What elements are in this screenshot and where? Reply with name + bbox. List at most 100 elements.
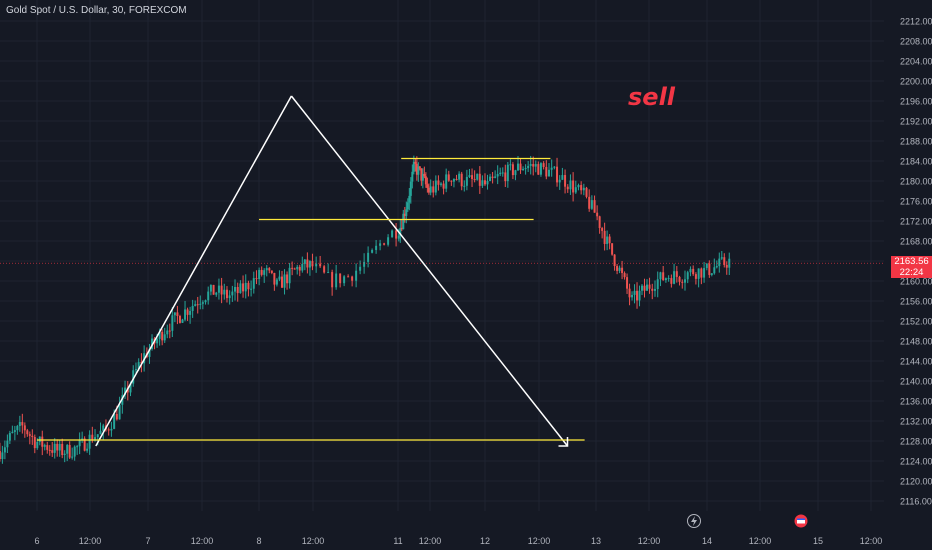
price-tick-label: 2152.00	[900, 317, 932, 327]
candle-body	[41, 436, 44, 447]
price-tick-label: 2180.00	[900, 177, 932, 187]
candle-body	[173, 312, 176, 316]
candle-body	[68, 444, 71, 458]
sell-annotation[interactable]: sell	[628, 83, 676, 111]
candle-body	[113, 414, 116, 429]
candle-body	[250, 288, 253, 290]
candle-body	[375, 245, 378, 250]
candles	[0, 155, 884, 464]
candle-body	[603, 230, 606, 244]
candle-body	[291, 267, 294, 269]
candle-body	[516, 163, 519, 171]
candle-body	[217, 285, 220, 293]
candle-body	[659, 272, 662, 280]
candle-body	[239, 283, 242, 294]
candle-body	[252, 278, 255, 289]
candle-body	[223, 289, 226, 295]
candle-body	[561, 175, 564, 180]
candle-body	[176, 312, 179, 316]
candle-body	[158, 331, 161, 339]
candle-body	[132, 370, 135, 384]
candle-body	[558, 179, 561, 183]
time-tick-label: 12	[480, 536, 490, 546]
time-axis[interactable]: 6 12:00 7 12:00 8 12:00 11 12:00 12 12:00 13 12:00 1…	[34, 536, 882, 546]
candle-body	[574, 187, 577, 193]
candle-body	[434, 180, 437, 193]
candle-body	[700, 268, 703, 278]
candle-body	[564, 175, 567, 187]
candle-body	[184, 309, 187, 320]
candle-body	[209, 284, 212, 292]
candle-body	[6, 440, 9, 448]
candle-body	[608, 236, 611, 244]
price-tick-label: 2208.00	[900, 37, 932, 47]
trend-arrow-head	[558, 437, 569, 447]
price-tick-label: 2192.00	[900, 117, 932, 127]
candle-body	[255, 278, 258, 280]
price-axis[interactable]: 2212.00 2208.00 2204.00 2200.00 2196.00 2192.…	[900, 17, 932, 507]
candle-body	[585, 187, 588, 197]
candle-body	[450, 180, 453, 182]
candle-body	[286, 274, 289, 284]
price-tick-label: 2136.00	[900, 397, 932, 407]
candle-body	[270, 270, 273, 273]
candle-body	[23, 425, 26, 431]
candle-body	[397, 235, 400, 239]
candle-body	[1, 452, 4, 459]
candle-body	[110, 428, 113, 431]
candle-body	[667, 278, 670, 280]
candle-body	[16, 426, 19, 431]
candle-body	[455, 179, 458, 181]
price-tick-label: 2116.00	[900, 497, 932, 507]
calendar-flag-icon[interactable]	[794, 514, 808, 528]
candle-body	[623, 273, 626, 278]
candle-body	[163, 334, 166, 341]
candle-body	[524, 168, 527, 170]
price-tick-label: 2120.00	[900, 477, 932, 487]
lightning-icon[interactable]	[687, 514, 701, 528]
candle-body	[406, 202, 409, 210]
candle-body	[91, 434, 94, 441]
candle-body	[391, 230, 394, 238]
price-tick-label: 2176.00	[900, 197, 932, 207]
candle-body	[481, 180, 484, 186]
candle-body	[432, 186, 435, 193]
candle-body	[458, 173, 461, 180]
candle-body	[275, 279, 278, 285]
candle-body	[3, 447, 6, 453]
candle-body	[550, 167, 553, 170]
candle-body	[613, 254, 616, 267]
candle-body	[53, 443, 56, 453]
candle-body	[445, 174, 448, 189]
time-tick-label: 12:00	[191, 536, 214, 546]
price-tick-label: 2132.00	[900, 417, 932, 427]
candle-body	[486, 181, 489, 185]
candle-body	[718, 258, 721, 267]
candle-body	[643, 285, 646, 291]
candle-body	[48, 449, 51, 451]
candle-body	[409, 181, 412, 196]
candle-body	[268, 268, 271, 271]
candle-body	[476, 173, 479, 180]
time-tick-label: 12:00	[419, 536, 442, 546]
candle-body	[129, 383, 132, 393]
time-tick-label: 7	[145, 536, 150, 546]
candle-body	[705, 263, 708, 269]
price-tick-label: 2160.00	[900, 277, 932, 287]
time-tick-label: 15	[813, 536, 823, 546]
candle-body	[215, 292, 218, 295]
candle-body	[420, 168, 423, 181]
time-tick-label: 12:00	[860, 536, 883, 546]
price-tick-label: 2212.00	[900, 17, 932, 27]
candle-body	[501, 172, 504, 174]
candle-body	[713, 267, 716, 274]
candle-body	[228, 295, 231, 299]
candle-body	[63, 453, 66, 455]
candle-body	[283, 274, 286, 288]
candle-body	[231, 291, 234, 296]
candle-body	[598, 216, 601, 229]
candle-body	[94, 437, 97, 441]
candle-body	[442, 183, 445, 189]
candle-body	[534, 164, 537, 167]
